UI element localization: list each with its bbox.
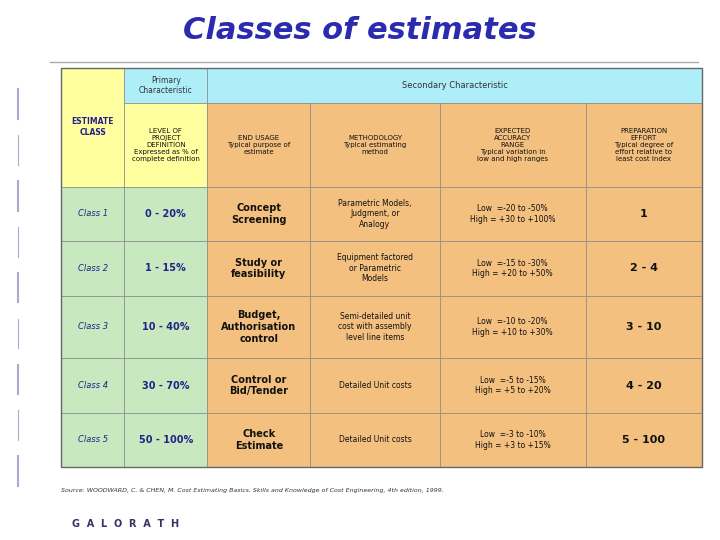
Bar xyxy=(207,241,310,295)
Bar xyxy=(310,295,440,359)
Text: Low  =-3 to -10%
High = +3 to +15%: Low =-3 to -10% High = +3 to +15% xyxy=(475,430,551,450)
Text: Class 4: Class 4 xyxy=(78,381,108,390)
Bar xyxy=(125,413,207,467)
Text: Equipment factored
or Parametric
Models: Equipment factored or Parametric Models xyxy=(337,253,413,284)
Text: 1: 1 xyxy=(640,209,648,219)
Text: Budget,
Authorisation
control: Budget, Authorisation control xyxy=(221,310,297,343)
Bar xyxy=(310,359,440,413)
Text: Low  =-5 to -15%
High = +5 to +20%: Low =-5 to -15% High = +5 to +20% xyxy=(475,376,551,395)
Bar xyxy=(207,413,310,467)
Text: 30 - 70%: 30 - 70% xyxy=(142,381,189,390)
Bar xyxy=(125,187,207,241)
Text: 5 - 100: 5 - 100 xyxy=(622,435,665,445)
Text: Check
Estimate: Check Estimate xyxy=(235,429,283,451)
Bar xyxy=(310,187,440,241)
Text: 0 - 20%: 0 - 20% xyxy=(145,209,186,219)
Bar xyxy=(440,241,586,295)
Bar xyxy=(586,359,702,413)
Text: 50 - 100%: 50 - 100% xyxy=(139,435,193,445)
Text: END USAGE
Typical purpose of
estimate: END USAGE Typical purpose of estimate xyxy=(227,135,290,155)
Text: Secondary Characteristic: Secondary Characteristic xyxy=(402,81,508,90)
Text: Study or
feasibility: Study or feasibility xyxy=(231,258,287,279)
Bar xyxy=(310,413,440,467)
Bar xyxy=(125,68,207,103)
Text: 4 - 20: 4 - 20 xyxy=(626,381,662,390)
Bar xyxy=(586,413,702,467)
Text: Concept
Screening: Concept Screening xyxy=(231,203,287,225)
Bar xyxy=(207,68,702,103)
Bar xyxy=(125,359,207,413)
Text: ESTIMATE
CLASS: ESTIMATE CLASS xyxy=(71,117,114,137)
Bar xyxy=(125,241,207,295)
Text: Low  =-10 to -20%
High = +10 to +30%: Low =-10 to -20% High = +10 to +30% xyxy=(472,317,553,336)
Text: METHODOLOGY
Typical estimating
method: METHODOLOGY Typical estimating method xyxy=(343,135,407,155)
Bar xyxy=(207,187,310,241)
Text: Class 2: Class 2 xyxy=(78,264,108,273)
Bar xyxy=(586,295,702,359)
Bar xyxy=(61,68,125,187)
Text: Parametric Models,
Judgment, or
Analogy: Parametric Models, Judgment, or Analogy xyxy=(338,199,412,229)
Text: Detailed Unit costs: Detailed Unit costs xyxy=(338,435,411,444)
Text: 3 - 10: 3 - 10 xyxy=(626,322,662,332)
Text: Class 1: Class 1 xyxy=(78,210,108,219)
Bar xyxy=(440,359,586,413)
Bar xyxy=(207,295,310,359)
Bar xyxy=(61,68,702,467)
Text: 1 - 15%: 1 - 15% xyxy=(145,264,186,273)
Bar xyxy=(310,103,440,187)
Text: G  A  L  O  R  A  T  H: G A L O R A T H xyxy=(72,519,179,529)
Bar xyxy=(61,359,125,413)
Text: Low  =-15 to -30%
High = +20 to +50%: Low =-15 to -30% High = +20 to +50% xyxy=(472,259,553,278)
Bar xyxy=(207,359,310,413)
Text: LEVEL OF
PROJECT
DEFINITION
Expressed as % of
complete definition: LEVEL OF PROJECT DEFINITION Expressed as… xyxy=(132,128,199,162)
Text: Classes of estimates: Classes of estimates xyxy=(183,16,537,45)
Bar xyxy=(586,103,702,187)
Bar xyxy=(440,413,586,467)
Text: Primary
Characteristic: Primary Characteristic xyxy=(139,76,193,95)
Bar xyxy=(440,103,586,187)
Bar xyxy=(125,295,207,359)
Bar xyxy=(440,187,586,241)
Bar xyxy=(440,295,586,359)
Text: Class 3: Class 3 xyxy=(78,322,108,332)
Bar xyxy=(61,241,125,295)
Bar xyxy=(61,295,125,359)
Text: Detailed Unit costs: Detailed Unit costs xyxy=(338,381,411,390)
Bar xyxy=(61,413,125,467)
Text: Low  =-20 to -50%
High = +30 to +100%: Low =-20 to -50% High = +30 to +100% xyxy=(470,204,556,224)
Text: Source: WOODWARD, C. & CHEN, M. Cost Estimating Basics. Skills and Knowledge of : Source: WOODWARD, C. & CHEN, M. Cost Est… xyxy=(61,488,444,493)
Text: 2 - 4: 2 - 4 xyxy=(630,264,658,273)
Bar xyxy=(586,241,702,295)
Bar xyxy=(310,241,440,295)
Text: PREPARATION
EFFORT
Typical degree of
effort relative to
least cost index: PREPARATION EFFORT Typical degree of eff… xyxy=(614,128,673,162)
Text: Semi-detailed unit
cost with assembly
level line items: Semi-detailed unit cost with assembly le… xyxy=(338,312,412,342)
Bar xyxy=(207,103,310,187)
Bar xyxy=(61,187,125,241)
Text: Control or
Bid/Tender: Control or Bid/Tender xyxy=(229,375,288,396)
Bar xyxy=(586,187,702,241)
Text: Class 5: Class 5 xyxy=(78,435,108,444)
Bar xyxy=(125,103,207,187)
Text: EXPECTED
ACCURACY
RANGE
Typical variation in
low and high ranges: EXPECTED ACCURACY RANGE Typical variatio… xyxy=(477,128,549,162)
Text: 10 - 40%: 10 - 40% xyxy=(142,322,189,332)
